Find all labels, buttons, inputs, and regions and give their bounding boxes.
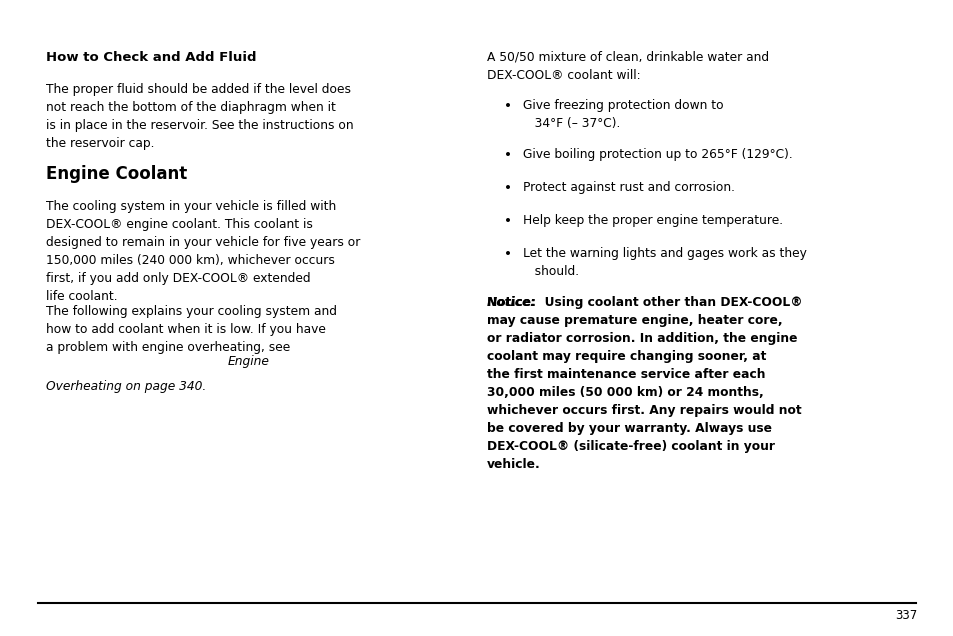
Text: •: • (503, 247, 511, 261)
Text: The proper fluid should be added if the level does
not reach the bottom of the d: The proper fluid should be added if the … (46, 83, 353, 149)
Text: A 50/50 mixture of clean, drinkable water and
DEX-COOL® coolant will:: A 50/50 mixture of clean, drinkable wate… (486, 51, 768, 82)
Text: •: • (503, 148, 511, 162)
Text: How to Check and Add Fluid: How to Check and Add Fluid (46, 51, 256, 64)
Text: Give freezing protection down to
   34°F (– 37°C).: Give freezing protection down to 34°F (–… (522, 99, 722, 130)
Text: Notice:  Using coolant other than DEX-COOL®
may cause premature engine, heater c: Notice: Using coolant other than DEX-COO… (486, 296, 801, 471)
Text: Engine: Engine (228, 355, 270, 368)
Text: Give boiling protection up to 265°F (129°C).: Give boiling protection up to 265°F (129… (522, 148, 792, 161)
Text: Overheating on page 340.: Overheating on page 340. (46, 380, 206, 392)
Text: Let the warning lights and gages work as they
   should.: Let the warning lights and gages work as… (522, 247, 806, 279)
Text: The following explains your cooling system and
how to add coolant when it is low: The following explains your cooling syst… (46, 305, 336, 354)
Text: Protect against rust and corrosion.: Protect against rust and corrosion. (522, 181, 734, 194)
Text: •: • (503, 99, 511, 113)
Text: •: • (503, 214, 511, 228)
Text: 337: 337 (895, 609, 917, 622)
Text: The cooling system in your vehicle is filled with
DEX-COOL® engine coolant. This: The cooling system in your vehicle is fi… (46, 200, 360, 303)
Text: Engine Coolant: Engine Coolant (46, 165, 187, 183)
Text: Help keep the proper engine temperature.: Help keep the proper engine temperature. (522, 214, 782, 227)
Text: •: • (503, 181, 511, 195)
Text: Notice:: Notice: (486, 296, 535, 308)
